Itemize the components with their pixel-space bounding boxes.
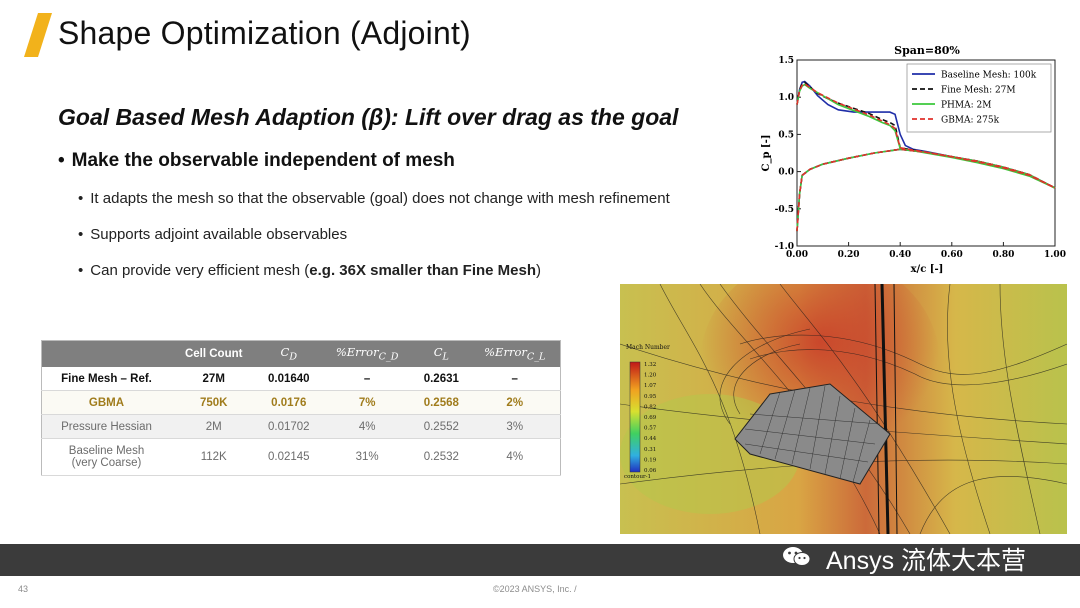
page-number: 43 <box>18 584 29 594</box>
colorbar-tick-label: 0.06 <box>644 468 657 474</box>
table-header: %ErrorC_L <box>469 340 561 367</box>
table-header-row: Cell Count CD %ErrorC_D CL %ErrorC_L <box>41 340 561 367</box>
legend-label: GBMA: 275k <box>941 116 1000 126</box>
x-tick-label: 0.00 <box>786 250 808 260</box>
results-table: Cell Count CD %ErrorC_D CL %ErrorC_L Fin… <box>41 340 561 476</box>
table-cell: 0.2568 <box>413 390 470 415</box>
table-cell: 112K <box>171 438 257 476</box>
colorbar-tick-label: 1.07 <box>644 383 657 389</box>
table-cell: 3% <box>469 414 561 439</box>
table-cell: 0.01640 <box>256 367 322 391</box>
x-tick-label: 1.00 <box>1044 250 1066 260</box>
legend-label: PHMA: 2M <box>941 101 991 111</box>
title-accent-bar <box>24 13 52 57</box>
cp-chart: Span=80% 0.00 0.20 0.40 0.60 0.80 1.00 -1.0 -0.… <box>761 44 1066 275</box>
table-header: Cell Count <box>171 340 257 367</box>
table-cell: 750K <box>171 390 257 415</box>
table-cell: Pressure Hessian <box>41 414 171 439</box>
table-cell: Baseline Mesh (very Coarse) <box>41 438 171 476</box>
chart-title: Span=80% <box>894 44 960 57</box>
sub-bullet-2: • Supports adjoint available observables <box>78 226 347 243</box>
table-cell: 7% <box>321 390 414 415</box>
sub-bullet-1-text: It adapts the mesh so that the observabl… <box>90 190 670 207</box>
copyright: ©2023 ANSYS, Inc. / <box>493 584 577 594</box>
table-cell: 2M <box>171 414 257 439</box>
x-tick-label: 0.40 <box>889 250 911 260</box>
table-header: %ErrorC_D <box>321 340 414 367</box>
table-row: GBMA 750K 0.0176 7% 0.2568 2% <box>41 390 561 415</box>
table-cell: 0.2552 <box>413 414 470 439</box>
y-axis-label: C_p [-] <box>761 134 772 171</box>
x-axis-label: x/c [-] <box>911 264 944 275</box>
colorbar <box>629 361 641 473</box>
sub-bullet-3-bold: e.g. 36X smaller than Fine Mesh <box>309 262 537 279</box>
colorbar-tick-label: 0.44 <box>644 436 657 442</box>
table-cell: 0.2631 <box>413 367 470 391</box>
colorbar-tick-label: 1.32 <box>644 362 656 368</box>
y-tick-label: 0.0 <box>778 168 794 178</box>
series-line-4-lower <box>796 148 1056 232</box>
table-cell: – <box>321 367 414 391</box>
table-header: CD <box>256 340 322 367</box>
colorbar-tick-label: 0.69 <box>644 415 657 421</box>
x-tick-label: 0.60 <box>941 250 963 260</box>
y-tick-label: 1.0 <box>778 93 794 103</box>
sub-bullet-1: • It adapts the mesh so that the observab… <box>78 190 670 207</box>
table-row: Fine Mesh – Ref. 27M 0.01640 – 0.2631 – <box>41 367 561 391</box>
table-cell: 0.01702 <box>256 414 322 439</box>
colorbar-tick-label: 0.82 <box>644 404 656 410</box>
slide-title: Shape Optimization (Adjoint) <box>58 15 471 51</box>
series-line-4-upper <box>796 82 1056 189</box>
y-tick-label: 1.5 <box>778 56 794 66</box>
table-cell: Fine Mesh – Ref. <box>41 367 171 391</box>
y-tick-label: 0.5 <box>778 130 794 140</box>
bullet-dot-icon: • <box>78 226 84 243</box>
bullet-dot-icon: • <box>78 262 84 279</box>
table-header <box>41 340 171 367</box>
table-cell: 2% <box>469 390 561 415</box>
table-cell: 27M <box>171 367 257 391</box>
table-cell: 31% <box>321 438 414 476</box>
colorbar-footer: contour-1 <box>624 474 651 480</box>
main-bullet-text: Make the observable independent of mesh <box>71 150 455 171</box>
legend-label: Fine Mesh: 27M <box>941 86 1016 96</box>
footer-band <box>0 544 1080 576</box>
table-row: Baseline Mesh (very Coarse) 112K 0.02145 … <box>41 438 561 476</box>
mach-number-contour-image: Mach Number 1.32 1.20 1.07 0.95 0.82 0.69 0.57… <box>620 284 1067 534</box>
sub-bullet-3: • Can provide very efficient mesh (e.g. 3… <box>78 262 541 279</box>
x-tick-label: 0.20 <box>838 250 860 260</box>
legend-label: Baseline Mesh: 100k <box>941 71 1037 81</box>
table-cell: 4% <box>469 438 561 476</box>
table-row: Pressure Hessian 2M 0.01702 4% 0.2552 3% <box>41 414 561 439</box>
colorbar-tick-label: 0.95 <box>644 394 657 400</box>
plot-frame <box>796 59 1056 247</box>
table-cell: GBMA <box>41 390 171 415</box>
slide-subtitle: Goal Based Mesh Adaption (β): Lift over … <box>58 104 679 130</box>
y-tick-label: -1.0 <box>775 242 794 252</box>
colorbar-tick-label: 0.31 <box>644 447 656 453</box>
sub-bullet-3-suffix: ) <box>536 262 542 279</box>
wechat-icon <box>783 547 811 566</box>
table-cell: – <box>469 367 561 391</box>
y-tick-label: -0.5 <box>775 205 794 215</box>
bullet-dot-icon: • <box>58 150 65 171</box>
table-cell: 0.2532 <box>413 438 470 476</box>
colorbar-tick-label: 0.19 <box>644 457 657 463</box>
table-cell: 4% <box>321 414 414 439</box>
sub-bullet-3-prefix: Can provide very efficient mesh ( <box>90 262 310 279</box>
table-cell: 0.02145 <box>256 438 322 476</box>
main-bullet: • Make the observable independent of mesh <box>58 150 455 172</box>
colorbar-tick-label: 0.57 <box>644 426 657 432</box>
colorbar-tick-label: 1.20 <box>644 373 657 379</box>
bullet-dot-icon: • <box>78 190 84 207</box>
table-cell: 0.0176 <box>256 390 322 415</box>
footer-brand: Ansys 流体大本营 <box>826 547 1027 575</box>
x-tick-label: 0.80 <box>992 250 1014 260</box>
table-header: CL <box>413 340 470 367</box>
colorbar-title: Mach Number <box>626 344 670 351</box>
sub-bullet-2-text: Supports adjoint available observables <box>90 226 348 243</box>
legend-box <box>906 63 1052 133</box>
